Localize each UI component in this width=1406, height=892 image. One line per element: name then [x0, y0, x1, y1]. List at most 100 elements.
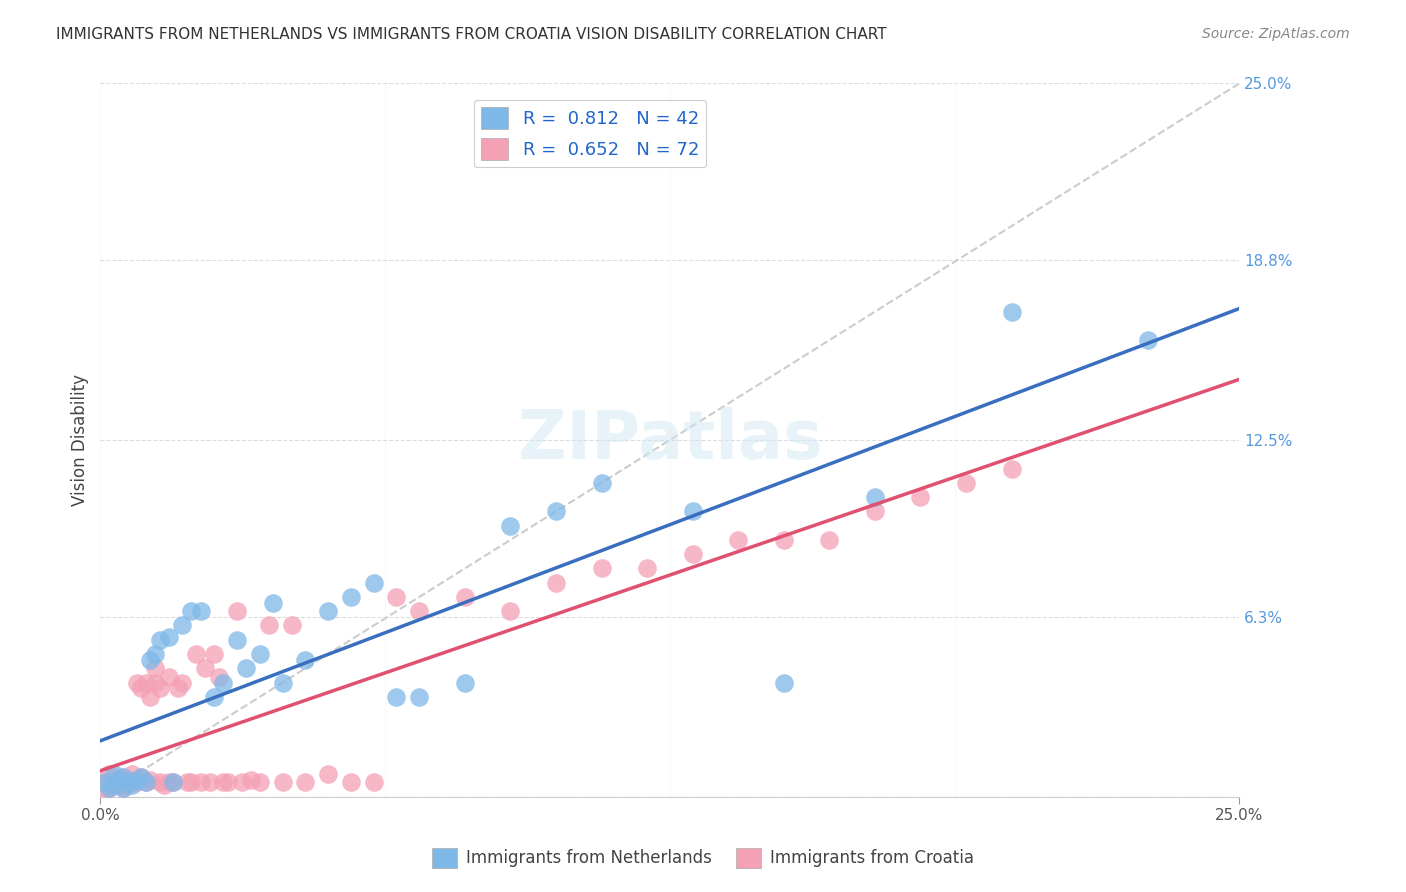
- Point: [294, 775, 316, 789]
- Point: [98, 775, 121, 789]
- Point: [235, 661, 257, 675]
- Point: [157, 670, 180, 684]
- Point: [176, 775, 198, 789]
- Point: [121, 772, 143, 787]
- Point: [190, 775, 212, 789]
- Point: [198, 775, 221, 789]
- Point: [125, 775, 148, 789]
- Point: [135, 775, 157, 789]
- Point: [408, 690, 430, 704]
- Point: [153, 778, 176, 792]
- Point: [454, 590, 477, 604]
- Point: [103, 767, 125, 781]
- Point: [139, 653, 162, 667]
- Point: [125, 772, 148, 787]
- Point: [107, 778, 129, 792]
- Point: [103, 778, 125, 792]
- Point: [131, 770, 153, 784]
- Point: [591, 475, 613, 490]
- Point: [131, 681, 153, 696]
- Point: [107, 775, 129, 789]
- Point: [340, 590, 363, 604]
- Legend: R =  0.812   N = 42, R =  0.652   N = 72: R = 0.812 N = 42, R = 0.652 N = 72: [474, 100, 706, 167]
- Point: [257, 618, 280, 632]
- Point: [340, 775, 363, 789]
- Point: [818, 533, 841, 547]
- Point: [94, 781, 117, 796]
- Point: [271, 675, 294, 690]
- Point: [682, 504, 704, 518]
- Point: [94, 775, 117, 789]
- Point: [249, 647, 271, 661]
- Point: [112, 770, 135, 784]
- Point: [94, 775, 117, 789]
- Point: [499, 604, 522, 618]
- Point: [294, 653, 316, 667]
- Point: [172, 618, 194, 632]
- Point: [143, 647, 166, 661]
- Point: [249, 775, 271, 789]
- Point: [121, 767, 143, 781]
- Point: [226, 632, 249, 647]
- Point: [239, 772, 262, 787]
- Point: [131, 770, 153, 784]
- Point: [1000, 304, 1022, 318]
- Point: [143, 661, 166, 675]
- Point: [148, 681, 170, 696]
- Point: [863, 504, 886, 518]
- Point: [117, 775, 139, 789]
- Point: [103, 778, 125, 792]
- Point: [172, 675, 194, 690]
- Point: [727, 533, 749, 547]
- Point: [772, 675, 794, 690]
- Point: [1137, 333, 1160, 347]
- Point: [263, 596, 285, 610]
- Point: [107, 772, 129, 787]
- Point: [591, 561, 613, 575]
- Point: [544, 575, 567, 590]
- Point: [316, 767, 339, 781]
- Y-axis label: Vision Disability: Vision Disability: [72, 374, 89, 506]
- Point: [135, 675, 157, 690]
- Point: [117, 778, 139, 792]
- Point: [212, 775, 235, 789]
- Point: [148, 775, 170, 789]
- Point: [112, 772, 135, 787]
- Point: [202, 690, 225, 704]
- Point: [143, 675, 166, 690]
- Point: [139, 772, 162, 787]
- Point: [135, 775, 157, 789]
- Point: [98, 781, 121, 796]
- Point: [544, 504, 567, 518]
- Point: [226, 604, 249, 618]
- Point: [499, 518, 522, 533]
- Point: [202, 647, 225, 661]
- Point: [772, 533, 794, 547]
- Point: [910, 490, 932, 504]
- Legend: Immigrants from Netherlands, Immigrants from Croatia: Immigrants from Netherlands, Immigrants …: [426, 841, 980, 875]
- Point: [271, 775, 294, 789]
- Point: [194, 661, 217, 675]
- Point: [217, 775, 239, 789]
- Point: [166, 681, 188, 696]
- Point: [112, 781, 135, 796]
- Point: [157, 775, 180, 789]
- Text: ZIPatlas: ZIPatlas: [517, 407, 823, 473]
- Point: [148, 632, 170, 647]
- Text: Source: ZipAtlas.com: Source: ZipAtlas.com: [1202, 27, 1350, 41]
- Point: [231, 775, 253, 789]
- Point: [280, 618, 302, 632]
- Point: [98, 767, 121, 781]
- Point: [316, 604, 339, 618]
- Point: [955, 475, 977, 490]
- Point: [385, 690, 408, 704]
- Point: [863, 490, 886, 504]
- Point: [103, 775, 125, 789]
- Point: [162, 775, 184, 789]
- Text: IMMIGRANTS FROM NETHERLANDS VS IMMIGRANTS FROM CROATIA VISION DISABILITY CORRELA: IMMIGRANTS FROM NETHERLANDS VS IMMIGRANT…: [56, 27, 887, 42]
- Point: [112, 781, 135, 796]
- Point: [112, 770, 135, 784]
- Point: [363, 575, 385, 590]
- Point: [408, 604, 430, 618]
- Point: [454, 675, 477, 690]
